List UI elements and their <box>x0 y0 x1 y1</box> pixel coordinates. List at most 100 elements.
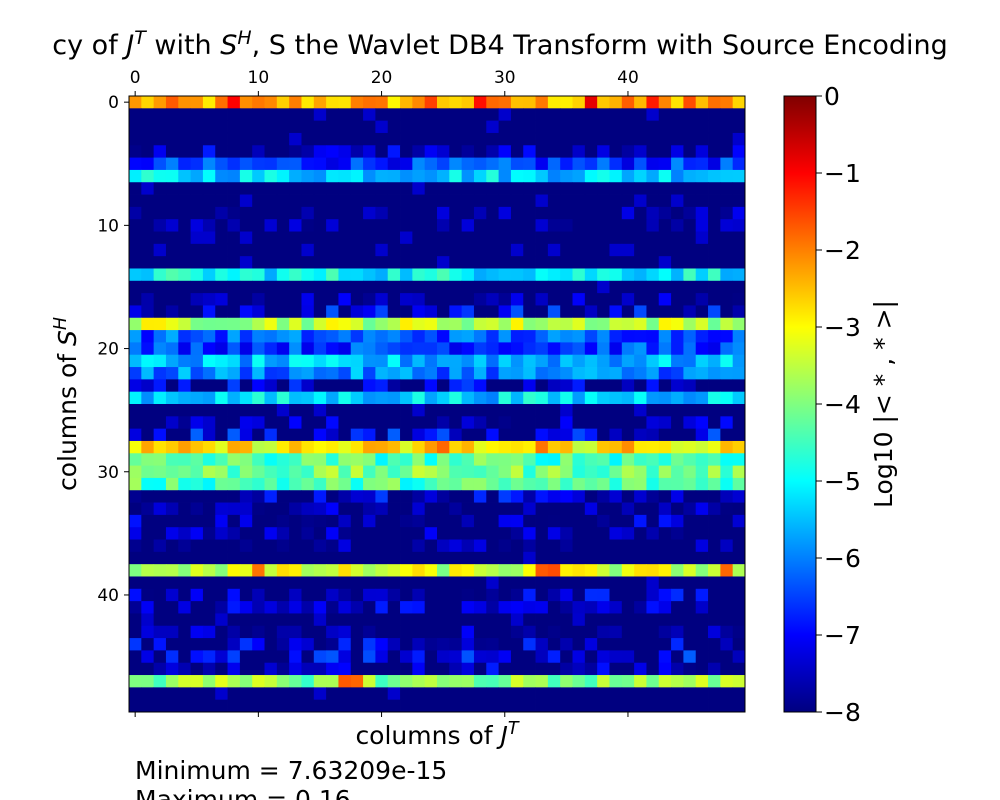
heatmap-cell <box>338 588 352 602</box>
heatmap-cell <box>239 367 253 380</box>
heatmap-cell <box>597 588 610 602</box>
heatmap-cell <box>165 219 179 232</box>
heatmap-cell <box>264 268 278 282</box>
heatmap-cell <box>239 601 253 614</box>
heatmap-cell <box>239 699 253 713</box>
heatmap-cell <box>363 675 376 688</box>
heatmap-cell <box>252 638 265 651</box>
heatmap-cell <box>510 293 524 306</box>
heatmap-cell <box>363 465 376 479</box>
heatmap-cell <box>129 650 142 664</box>
heatmap-cell <box>375 194 389 208</box>
heatmap-cell <box>646 293 660 306</box>
heatmap-cell <box>264 145 278 158</box>
heatmap-cell <box>202 514 216 528</box>
heatmap-cell <box>486 699 499 713</box>
heatmap-cell <box>313 613 327 627</box>
heatmap-cell <box>129 662 142 676</box>
heatmap-cell <box>523 675 536 688</box>
heatmap-cell <box>597 243 610 257</box>
heatmap-cell <box>153 219 167 232</box>
heatmap-cell <box>363 477 376 491</box>
heatmap-cell <box>387 317 401 331</box>
heatmap-cell <box>535 305 549 319</box>
heatmap-cell <box>486 145 499 158</box>
heatmap-cell <box>547 243 561 257</box>
heatmap-cell <box>289 120 302 134</box>
heatmap-cell <box>252 169 265 183</box>
heatmap-cell <box>584 169 598 183</box>
heatmap-cell <box>165 699 179 713</box>
heatmap-cell <box>400 169 413 183</box>
heatmap-cell <box>239 625 253 639</box>
heatmap-cell <box>215 564 228 577</box>
heatmap-cell <box>215 477 228 491</box>
heatmap-cell <box>129 527 142 540</box>
heatmap-cell <box>560 96 573 109</box>
heatmap-cell <box>387 440 401 454</box>
heatmap-cell <box>597 231 610 245</box>
heatmap-cell <box>597 490 610 503</box>
heatmap-cell <box>461 564 475 577</box>
heatmap-cell <box>338 367 352 380</box>
heatmap-cell <box>129 490 142 503</box>
heatmap-cell <box>252 404 265 417</box>
heatmap-cell <box>547 354 561 368</box>
heatmap-cell <box>584 625 598 639</box>
heatmap-cell <box>683 625 697 639</box>
heatmap-cell <box>473 650 487 664</box>
heatmap-cell <box>584 490 598 503</box>
heatmap-cell <box>252 145 265 158</box>
heatmap-cell <box>215 268 228 282</box>
heatmap-cell <box>301 120 315 134</box>
heatmap-cell <box>424 428 438 442</box>
heatmap-cell <box>412 194 426 208</box>
heatmap-cell <box>584 527 598 540</box>
heatmap-cell <box>510 416 524 430</box>
heatmap-cell <box>720 638 734 651</box>
heatmap-cell <box>313 305 327 319</box>
heatmap-cell <box>634 502 647 516</box>
heatmap-cell <box>449 256 463 269</box>
heatmap-cell <box>313 391 327 405</box>
heatmap-cell <box>695 613 709 627</box>
heatmap-cell <box>424 206 438 220</box>
heatmap-cell <box>597 502 610 516</box>
heatmap-cell <box>326 219 339 232</box>
heatmap-cell <box>634 108 647 122</box>
heatmap-cell <box>560 662 573 676</box>
heatmap-cell <box>276 132 290 146</box>
heatmap-cell <box>473 625 487 639</box>
heatmap-cell <box>732 576 746 590</box>
heatmap-cell <box>387 293 401 306</box>
heatmap-cell <box>153 96 167 109</box>
heatmap-cell <box>732 539 746 553</box>
heatmap-cell <box>449 305 463 319</box>
heatmap-cell <box>695 243 709 257</box>
y-tick-label: 40 <box>97 586 119 606</box>
heatmap-cell <box>560 367 573 380</box>
heatmap-cell <box>634 317 647 331</box>
heatmap-cell <box>498 280 512 294</box>
heatmap-cell <box>350 539 364 553</box>
heatmap-cell <box>264 243 278 257</box>
heatmap-cell <box>165 317 179 331</box>
heatmap-cell <box>547 613 561 627</box>
heatmap-cell <box>708 157 721 171</box>
heatmap-cell <box>190 182 204 195</box>
heatmap-cell <box>326 268 339 282</box>
heatmap-cell <box>584 379 598 393</box>
heatmap-cell <box>215 576 228 590</box>
heatmap-cell <box>165 625 179 639</box>
heatmap-cell <box>350 502 364 516</box>
heatmap-cell <box>732 145 746 158</box>
heatmap-cell <box>461 120 475 134</box>
heatmap-cell <box>153 601 167 614</box>
heatmap-cell <box>720 305 734 319</box>
heatmap-cell <box>547 662 561 676</box>
heatmap-cell <box>572 367 586 380</box>
heatmap-cell <box>535 440 549 454</box>
heatmap-cell <box>350 330 364 343</box>
heatmap-cell <box>227 342 241 356</box>
